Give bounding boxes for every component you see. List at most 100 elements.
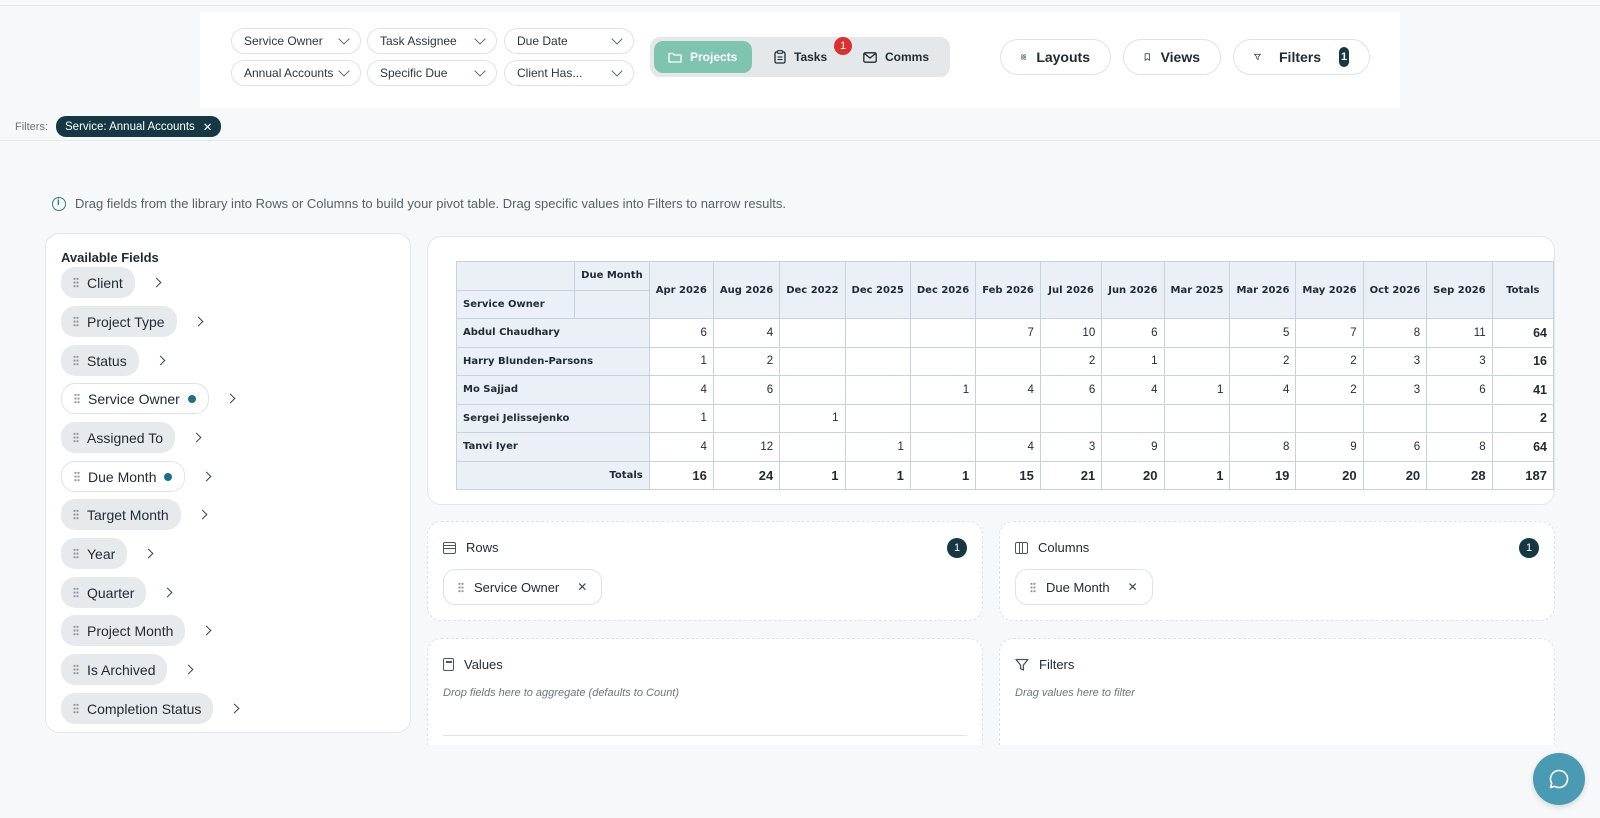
due-date-dropdown[interactable]: Due Date [504, 28, 634, 54]
table-cell[interactable]: 10 [1039, 318, 1103, 348]
table-cell[interactable]: 11 [1426, 318, 1493, 348]
table-cell[interactable]: 4 [648, 375, 714, 405]
chat-button[interactable] [1533, 753, 1585, 805]
column-header[interactable]: Feb 2026 [975, 261, 1041, 319]
table-cell[interactable] [1163, 403, 1231, 433]
chevron-right-icon[interactable] [193, 316, 204, 327]
table-cell[interactable] [1362, 403, 1428, 433]
table-cell[interactable] [975, 403, 1041, 433]
table-cell[interactable]: 3 [1426, 346, 1493, 376]
grip-icon[interactable] [74, 471, 80, 482]
column-header[interactable]: Oct 2026 [1362, 261, 1428, 319]
layouts-button[interactable]: Layouts [1000, 39, 1111, 75]
table-cell[interactable]: 4 [1229, 375, 1297, 405]
table-cell[interactable] [779, 318, 846, 348]
column-header[interactable]: Apr 2026 [648, 261, 714, 319]
table-cell[interactable]: 12 [712, 432, 781, 462]
table-cell[interactable] [844, 403, 911, 433]
table-cell[interactable] [909, 346, 977, 376]
grip-icon[interactable] [1030, 581, 1036, 593]
specific-due-dropdown[interactable]: Specific Due [367, 60, 497, 86]
total-cell[interactable]: 20 [1295, 460, 1364, 490]
total-cell[interactable]: 28 [1426, 460, 1493, 490]
field-chip[interactable]: Completion Status [61, 693, 214, 724]
table-cell[interactable] [909, 318, 977, 348]
table-cell[interactable]: 4 [975, 432, 1041, 462]
table-cell[interactable] [909, 432, 977, 462]
column-header[interactable]: Jul 2026 [1039, 261, 1103, 319]
table-cell[interactable] [1163, 318, 1231, 348]
table-cell[interactable]: 2 [1295, 375, 1364, 405]
table-cell[interactable]: 1 [1101, 346, 1165, 376]
total-cell[interactable]: 1 [1163, 460, 1231, 490]
table-cell[interactable]: 2 [712, 346, 781, 376]
table-cell[interactable]: 8 [1229, 432, 1297, 462]
field-chip[interactable]: Assigned To [61, 422, 176, 453]
total-cell[interactable]: 187 [1491, 460, 1555, 490]
table-cell[interactable] [1426, 403, 1493, 433]
table-cell[interactable]: 1 [648, 403, 714, 433]
table-cell[interactable] [975, 346, 1041, 376]
grip-icon[interactable] [74, 393, 80, 404]
table-cell[interactable] [1163, 346, 1231, 376]
total-cell[interactable]: 20 [1101, 460, 1165, 490]
table-cell[interactable] [779, 375, 846, 405]
table-cell[interactable]: 7 [975, 318, 1041, 348]
field-item[interactable]: Due Month [61, 461, 212, 492]
table-cell[interactable] [712, 403, 781, 433]
field-chip[interactable]: Project Type [61, 306, 177, 337]
grip-icon[interactable] [73, 277, 79, 288]
values-drop-zone[interactable]: Values Drop fields here to aggregate (de… [427, 638, 983, 758]
field-chip[interactable]: Due Month [61, 461, 186, 492]
row-header[interactable]: Mo Sajjad [456, 375, 650, 405]
table-cell[interactable]: 64 [1491, 432, 1555, 462]
field-chip[interactable]: Target Month [61, 499, 181, 530]
chevron-right-icon[interactable] [201, 625, 212, 636]
field-item[interactable]: Year [61, 538, 154, 569]
table-cell[interactable]: 2 [1295, 346, 1364, 376]
table-cell[interactable] [844, 318, 911, 348]
table-cell[interactable]: 6 [1101, 318, 1165, 348]
tab-projects[interactable]: Projects [654, 41, 752, 73]
grip-icon[interactable] [73, 625, 79, 636]
field-chip[interactable]: Client [61, 267, 135, 298]
views-button[interactable]: Views [1123, 39, 1221, 75]
column-header[interactable]: Sep 2026 [1426, 261, 1493, 319]
close-icon[interactable]: ✕ [202, 121, 213, 134]
grip-icon[interactable] [73, 703, 79, 714]
table-cell[interactable]: 8 [1426, 432, 1493, 462]
close-icon[interactable]: ✕ [1127, 580, 1138, 594]
table-cell[interactable] [1101, 403, 1165, 433]
table-cell[interactable]: 4 [975, 375, 1041, 405]
field-item[interactable]: Completion Status [61, 693, 240, 724]
field-item[interactable]: Project Type [61, 306, 204, 337]
service-owner-dropdown[interactable]: Service Owner [231, 28, 361, 54]
table-cell[interactable]: 1 [1163, 375, 1231, 405]
table-cell[interactable] [909, 403, 977, 433]
close-icon[interactable]: ✕ [577, 580, 588, 594]
chevron-right-icon[interactable] [197, 509, 208, 520]
total-cell[interactable]: 21 [1039, 460, 1103, 490]
table-cell[interactable]: 2 [1039, 346, 1103, 376]
field-item[interactable]: Client [61, 267, 162, 298]
grip-icon[interactable] [73, 548, 79, 559]
column-header[interactable]: Mar 2025 [1163, 261, 1231, 319]
table-cell[interactable]: 8 [1362, 318, 1428, 348]
table-cell[interactable]: 64 [1491, 318, 1555, 348]
table-cell[interactable]: 6 [648, 318, 714, 348]
chevron-right-icon[interactable] [184, 664, 194, 675]
field-item[interactable]: Quarter [61, 577, 173, 608]
active-filter-chip[interactable]: Service: Annual Accounts ✕ [56, 116, 222, 137]
table-cell[interactable] [1229, 403, 1297, 433]
table-cell[interactable]: 3 [1039, 432, 1103, 462]
row-header[interactable]: Tanvi Iyer [456, 432, 650, 462]
chevron-right-icon[interactable] [143, 548, 154, 559]
table-cell[interactable]: 41 [1491, 375, 1555, 405]
table-cell[interactable]: 6 [712, 375, 781, 405]
total-cell[interactable]: 24 [712, 460, 781, 490]
filters-drop-zone[interactable]: Filters Drag values here to filter [999, 638, 1555, 758]
grip-icon[interactable] [73, 432, 79, 443]
grip-icon[interactable] [73, 355, 79, 366]
chevron-right-icon[interactable] [229, 703, 240, 714]
field-chip[interactable]: Year [61, 538, 128, 569]
